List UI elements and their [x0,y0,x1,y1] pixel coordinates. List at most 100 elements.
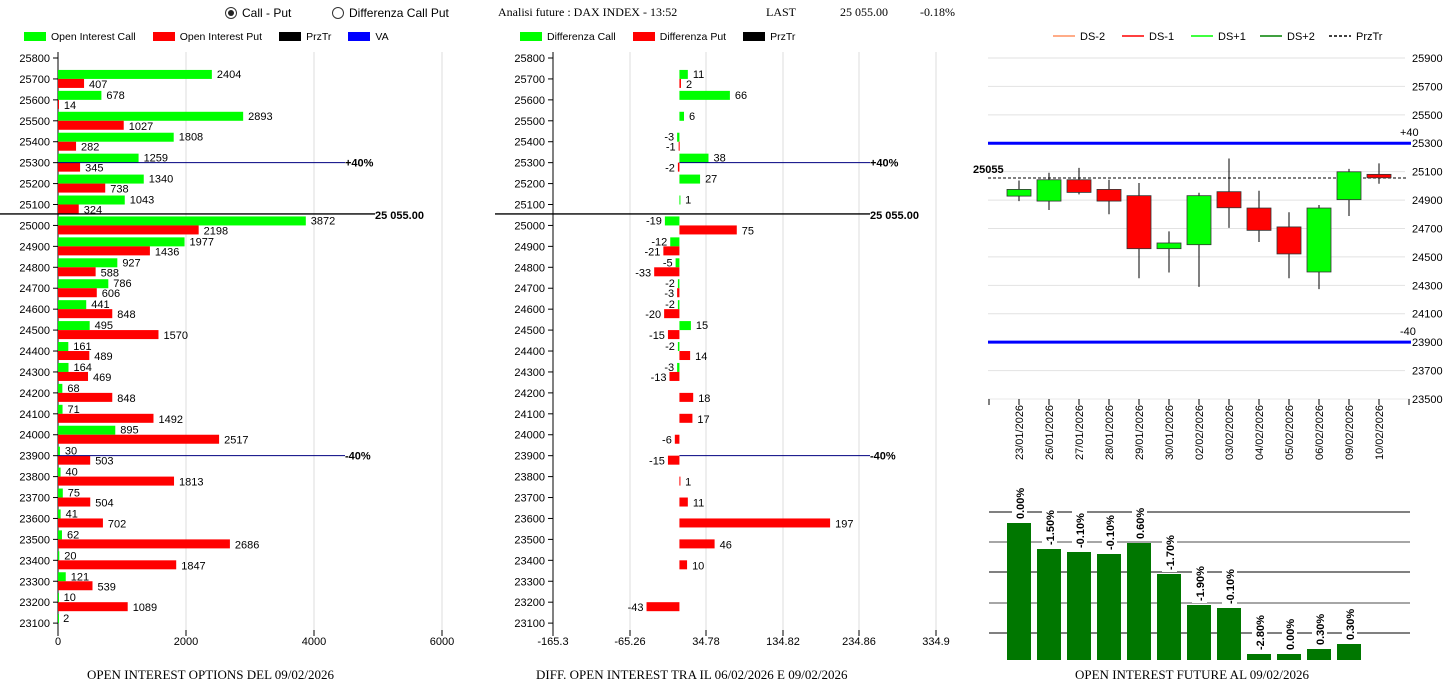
put-value-label: 1436 [155,246,179,258]
y-tick-label: 24600 [19,304,50,316]
va-upper-label: +40% [870,158,899,170]
legend-va: VA [348,31,389,43]
future-bar-label: -0.10% [1225,569,1237,604]
date-label: 27/01/2026 [1074,405,1086,460]
y-tick-label: 25100 [19,200,50,212]
put-bar [58,455,91,465]
put-bar [58,539,230,549]
put-value-label: 282 [81,142,99,154]
y-tick-label: 24200 [19,388,50,400]
call-value-label: 1340 [149,174,173,186]
put-value-label: -2 [665,163,675,175]
y-tick-label: 25600 [514,95,545,107]
legend-mid: Differenza Call Differenza Put PrzTr [520,31,809,43]
y-tick-label: 24700 [514,283,545,295]
call-bar [58,383,63,393]
call-value-label: 27 [705,174,717,186]
future-bar-label: -2.80% [1255,615,1267,650]
radio-differenza[interactable]: Differenza Call Put [332,6,449,20]
radio-call-put[interactable]: Call - Put [225,6,291,20]
last-label: LAST [766,5,796,19]
call-bar [677,362,680,372]
candle-down [1276,226,1302,255]
legend-label: Open Interest Put [179,31,263,43]
put-value-label: -43 [628,602,644,614]
y-tick-label: 25000 [514,220,545,232]
call-bar [679,153,709,163]
call-bar [670,237,680,247]
x-tick-label: 134.82 [766,636,800,648]
call-value-label: 164 [73,362,91,374]
put-value-label: 1813 [179,477,203,489]
call-bar [58,216,306,226]
call-value-label: -3 [664,132,674,144]
legend-label: VA [375,31,389,43]
legend-call: Open Interest Call [24,31,136,43]
x-tick-label: 2000 [174,636,198,648]
y-tick-label: 23400 [19,555,50,567]
y-tick-label: 24100 [19,409,50,421]
put-value-label: 469 [93,372,111,384]
put-bar [669,371,680,381]
przTr-label: 25 055.00 [375,210,424,222]
date-label: 09/02/2026 [1344,405,1356,460]
put-value-label: -13 [651,372,667,384]
call-bar [58,111,244,121]
future-bar-label: 0.60% [1135,508,1147,539]
y-tick-label: 24400 [19,346,50,358]
put-value-label: 848 [117,393,135,405]
upper-band-label: +40 [1400,127,1419,139]
date-label: 28/01/2026 [1104,405,1116,460]
change-value: -0.18% [920,5,955,19]
put-value-label: 489 [94,351,112,363]
put-value-label: 2517 [224,435,248,447]
y-tick-label: 24400 [514,346,545,358]
label-bg [1252,613,1267,652]
date-label: 23/01/2026 [1014,405,1026,460]
call-value-label: 161 [73,341,91,353]
call-bar [677,279,680,289]
put-bar [58,581,93,591]
future-bar-label: 0.30% [1315,614,1327,645]
label-bg [1222,567,1237,606]
put-value-label: 503 [95,456,113,468]
call-bar [677,300,680,310]
put-bar [58,309,113,319]
candle-up [1186,195,1212,246]
put-bar [58,371,89,381]
y-tick-label: 23800 [19,472,50,484]
put-value-label: -6 [662,435,672,447]
date-label: 29/01/2026 [1134,405,1146,460]
future-bar [1307,649,1331,660]
call-value-label: 1808 [179,132,203,144]
x-tick-label: 0 [55,636,61,648]
call-bar [58,258,118,268]
call-value-label: 3872 [311,215,335,227]
x-tick-label: 34.78 [692,636,720,648]
put-value-label: 848 [117,309,135,321]
put-value-label: 75 [742,225,754,237]
put-bar [58,99,59,109]
swatch [348,32,371,41]
call-bar [58,551,60,561]
y-tick-label: 23600 [19,513,50,525]
legend-label: DS-2 [1080,31,1105,43]
przTr-label: 25055 [973,164,1004,176]
future-bar [1157,574,1181,660]
call-value-label: 71 [68,404,80,416]
legend-label: PrzTr [770,31,796,43]
future-bar-label: -1.90% [1195,566,1207,601]
y-tick-label: 23100 [19,618,50,630]
legend-diff-call: Differenza Call [520,31,616,43]
call-bar [58,342,69,352]
put-value-label: 18 [698,393,710,405]
future-bar-label: 0.00% [1015,488,1027,519]
swatch [152,32,175,41]
call-bar [664,216,680,226]
radio-label: Differenza Call Put [349,6,449,20]
chart-title-options: OPEN INTEREST OPTIONS DEL 09/02/2026 [87,667,334,682]
candle-up [1006,189,1032,197]
lower-band-label: -40 [1400,326,1416,338]
chart-title-future: OPEN INTEREST FUTURE AL 09/02/2026 [1075,667,1310,682]
x-tick-label: 334.9 [922,636,950,648]
